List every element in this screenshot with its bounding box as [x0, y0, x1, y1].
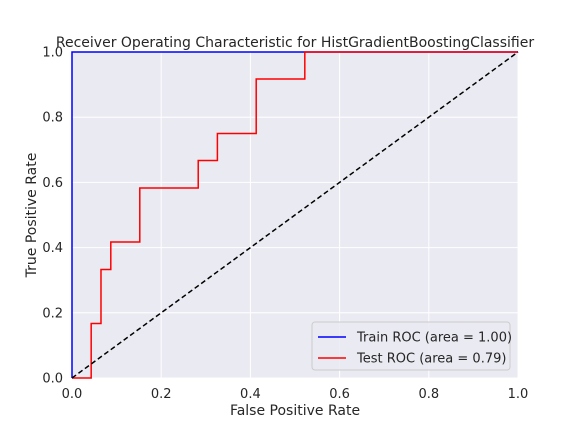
- x-tick-label: 0.6: [329, 387, 350, 402]
- y-tick-label: 0.6: [42, 176, 63, 191]
- y-tick-label: 0.0: [42, 372, 63, 387]
- legend-entry: Train ROC (area = 1.00): [356, 331, 512, 346]
- legend-box: [311, 321, 511, 371]
- x-axis-label: False Positive Rate: [230, 403, 360, 419]
- x-tick-label: 0.0: [62, 387, 83, 402]
- y-axis-label: True Positive Rate: [24, 153, 40, 279]
- y-tick-label: 0.2: [42, 306, 63, 321]
- y-tick-label: 0.8: [42, 111, 63, 126]
- x-tick-labels: 0.0 0.2 0.4 0.6 0.8 1.0: [62, 387, 529, 402]
- chance-diagonal-line: [71, 51, 519, 379]
- x-tick-label: 0.8: [418, 387, 439, 402]
- y-tick-labels: 0.0 0.2 0.4 0.6 0.8 1.0: [42, 46, 63, 387]
- chart-title: Receiver Operating Characteristic for Hi…: [56, 35, 534, 51]
- x-tick-label: 1.0: [508, 387, 529, 402]
- legend-entry: Test ROC (area = 0.79): [356, 352, 506, 367]
- x-tick-label: 0.2: [151, 387, 172, 402]
- series-lines: [71, 51, 519, 379]
- test-roc-line: [72, 51, 518, 379]
- y-tick-label: 1.0: [42, 46, 63, 61]
- y-tick-label: 0.4: [42, 241, 63, 256]
- legend: Train ROC (area = 1.00) Test ROC (area = …: [311, 321, 512, 371]
- x-tick-label: 0.4: [240, 387, 261, 402]
